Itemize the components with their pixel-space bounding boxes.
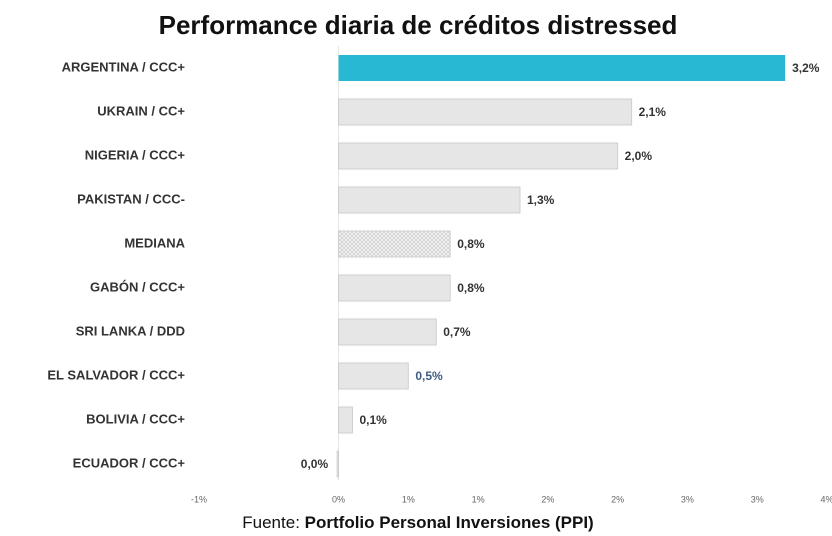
x-tick-label: -1% <box>191 494 207 504</box>
bar <box>336 450 340 478</box>
bar <box>338 362 409 390</box>
source: Fuente: Portfolio Personal Inversiones (… <box>242 513 593 532</box>
y-tick-label: ECUADOR / CCC+ <box>73 455 186 470</box>
value-label: 3,2% <box>792 61 820 75</box>
x-tick-label: 1% <box>472 494 485 504</box>
y-tick-label: ARGENTINA / CCC+ <box>62 59 186 74</box>
y-tick-label: NIGERIA / CCC+ <box>85 147 186 162</box>
source-label: Fuente: <box>242 513 300 532</box>
y-tick-label: PAKISTAN / CCC- <box>77 191 185 206</box>
bar <box>338 98 633 126</box>
chart-title: Performance diaria de créditos distresse… <box>159 10 678 40</box>
y-tick-label: UKRAIN / CC+ <box>97 103 185 118</box>
x-tick-label: 3% <box>751 494 764 504</box>
bar <box>338 142 619 170</box>
x-tick-label: 1% <box>402 494 415 504</box>
bar <box>338 274 451 302</box>
value-label: 0,5% <box>415 369 443 383</box>
x-tick-label: 2% <box>541 494 554 504</box>
y-tick-label: BOLIVIA / CCC+ <box>86 411 185 426</box>
bar <box>338 55 786 81</box>
value-label: 0,8% <box>457 281 485 295</box>
y-tick-label: MEDIANA <box>124 235 185 250</box>
x-tick-label: 4% <box>820 494 832 504</box>
x-tick-label: 3% <box>681 494 694 504</box>
value-label: 2,0% <box>625 149 653 163</box>
bar <box>338 406 354 434</box>
value-label: 2,1% <box>639 105 667 119</box>
y-tick-label: SRI LANKA / DDD <box>76 323 185 338</box>
bar <box>338 318 437 346</box>
value-label: 0,7% <box>443 325 471 339</box>
bar <box>338 186 521 214</box>
value-label: 0,0% <box>301 457 329 471</box>
x-tick-label: 0% <box>332 494 345 504</box>
value-label: 0,8% <box>457 237 485 251</box>
bar <box>338 230 451 258</box>
value-label: 0,1% <box>360 413 388 427</box>
x-tick-label: 2% <box>611 494 624 504</box>
source-name: Portfolio Personal Inversiones (PPI) <box>305 513 594 532</box>
y-tick-label: EL SALVADOR / CCC+ <box>47 367 185 382</box>
y-tick-label: GABÓN / CCC+ <box>90 279 185 294</box>
value-label: 1,3% <box>527 193 555 207</box>
